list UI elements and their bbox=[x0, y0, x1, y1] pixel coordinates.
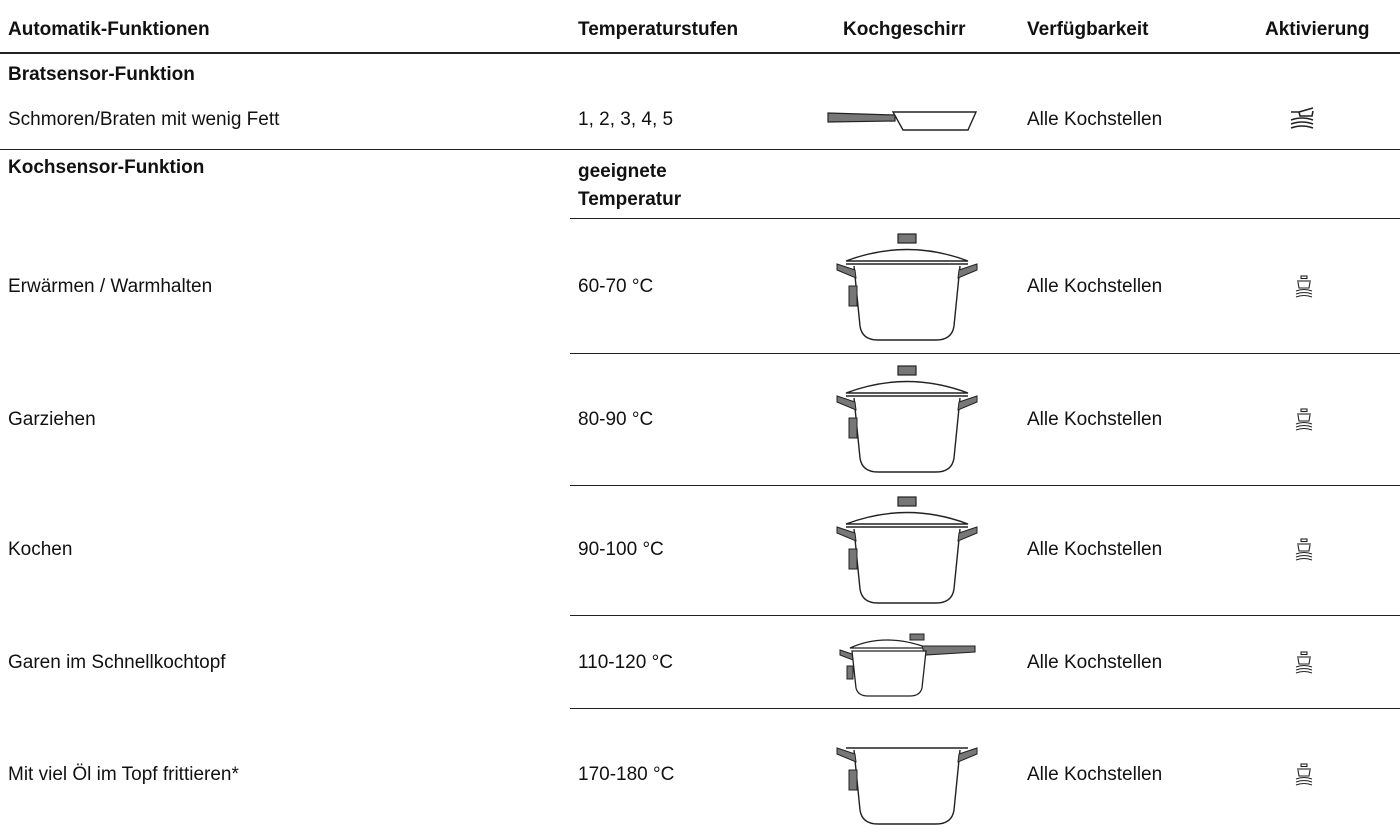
function: Mit viel Öl im Topf frittieren* bbox=[8, 764, 239, 785]
function: Erwärmen / Warmhalten bbox=[8, 276, 213, 297]
rule bbox=[570, 218, 1400, 219]
rule bbox=[0, 52, 1400, 54]
function: Kochen bbox=[8, 539, 73, 560]
column-header: Kochgeschirr bbox=[843, 19, 966, 40]
pot-icon bbox=[836, 365, 978, 473]
section-title: Kochsensor-Funktion bbox=[8, 157, 205, 178]
availability: Alle Kochstellen bbox=[1027, 652, 1163, 673]
column-header: Aktivierung bbox=[1265, 19, 1370, 40]
temperature: 80-90 °C bbox=[578, 409, 654, 430]
rule bbox=[570, 353, 1400, 354]
pot-icon bbox=[836, 496, 978, 604]
activation-icon bbox=[1295, 763, 1313, 786]
column-header: Verfügbarkeit bbox=[1027, 19, 1149, 40]
availability: Alle Kochstellen bbox=[1027, 539, 1163, 560]
column-header: Automatik-Funktionen bbox=[8, 19, 210, 40]
availability: Alle Kochstellen bbox=[1027, 109, 1163, 130]
column-header: Temperaturstufen bbox=[578, 19, 739, 40]
temperature: 170-180 °C bbox=[578, 764, 675, 785]
rule bbox=[570, 615, 1400, 616]
section-title: Bratsensor-Funktion bbox=[8, 64, 195, 85]
temperature: 60-70 °C bbox=[578, 276, 654, 297]
activation-icon bbox=[1295, 408, 1313, 431]
pressure-cooker-icon bbox=[839, 633, 976, 697]
pot-icon bbox=[836, 233, 978, 341]
activation-icon bbox=[1295, 651, 1313, 674]
pot-icon bbox=[836, 747, 978, 825]
rule bbox=[570, 485, 1400, 486]
temperature: 110-120 °C bbox=[578, 652, 673, 673]
rule bbox=[0, 149, 1400, 150]
temperature: 90-100 °C bbox=[578, 539, 664, 560]
temperature: 1, 2, 3, 4, 5 bbox=[578, 109, 674, 130]
function: Garziehen bbox=[8, 409, 96, 430]
availability: Alle Kochstellen bbox=[1027, 764, 1163, 785]
activation-icon bbox=[1295, 275, 1313, 298]
frying-pan-icon bbox=[827, 111, 978, 131]
activation-icon bbox=[1290, 107, 1314, 129]
availability: Alle Kochstellen bbox=[1027, 409, 1163, 430]
function: Schmoren/Braten mit wenig Fett bbox=[8, 109, 280, 130]
temperature-header: geeignete Temperatur bbox=[578, 161, 682, 210]
availability: Alle Kochstellen bbox=[1027, 276, 1163, 297]
rule bbox=[570, 708, 1400, 709]
function: Garen im Schnellkochtopf bbox=[8, 652, 226, 673]
activation-icon bbox=[1295, 538, 1313, 561]
